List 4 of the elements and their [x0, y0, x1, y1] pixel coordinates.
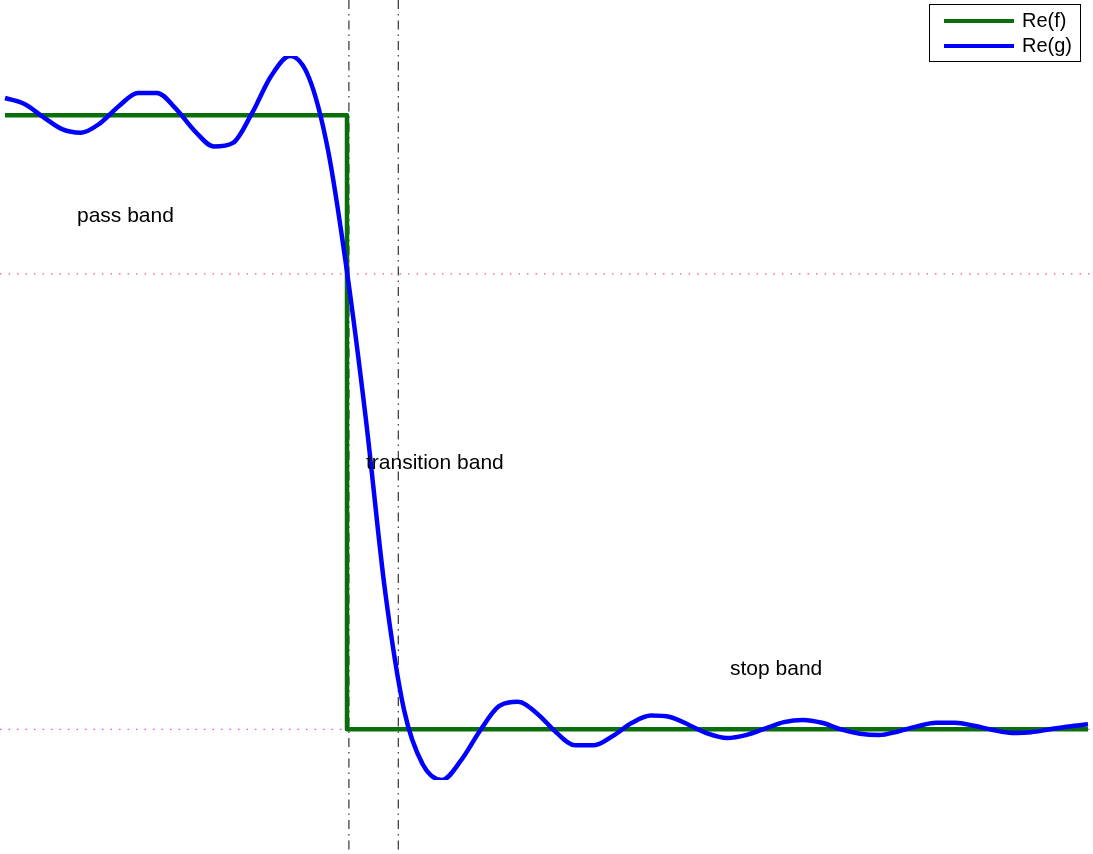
- annotation: stop band: [730, 656, 823, 679]
- legend-label: Re(f): [1021, 9, 1067, 32]
- annotation: pass band: [77, 203, 174, 226]
- legend-label: Re(g): [1021, 34, 1072, 57]
